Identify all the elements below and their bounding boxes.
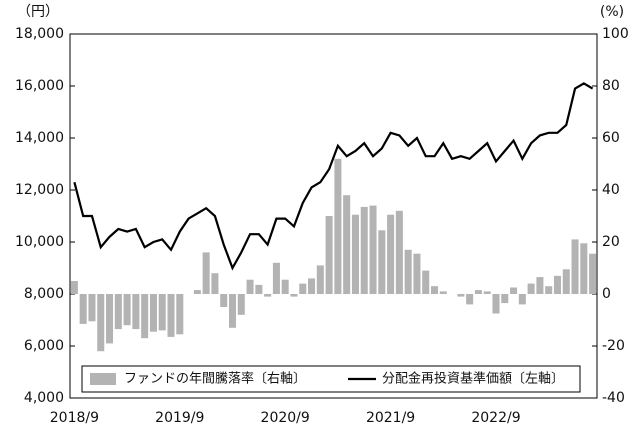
bar (70, 281, 78, 294)
bar (202, 252, 210, 294)
y-tick-label: 12,000 (15, 182, 64, 198)
bar (510, 287, 518, 294)
bar (167, 294, 175, 337)
bar (571, 239, 579, 294)
bar (132, 294, 140, 330)
legend-label: ファンドの年間騰落率〔右軸〕 (124, 371, 306, 387)
bar (308, 278, 316, 294)
bar (589, 253, 597, 294)
y-tick-label: 8,000 (24, 286, 64, 302)
legend-label: 分配金再投資基準価額〔左軸〕 (382, 371, 564, 387)
y-tick-label: 4,000 (24, 390, 64, 406)
bar (246, 279, 254, 294)
y-tick-label: 10,000 (15, 234, 64, 250)
bar (430, 286, 439, 294)
bar (79, 294, 87, 324)
bar (562, 269, 570, 294)
bar (378, 230, 386, 294)
y2-tick-label: 0 (602, 286, 611, 302)
legend-box (81, 365, 581, 393)
y2-axis-unit: (%) (600, 4, 624, 20)
x-tick-label: 2018/9 (50, 410, 99, 426)
y2-tick-label: 100 (602, 26, 629, 42)
y2-tick-label: 80 (602, 78, 620, 94)
bar (439, 291, 447, 294)
bar (316, 265, 324, 294)
y-tick-label: 6,000 (24, 338, 64, 354)
y-tick-label: 16,000 (15, 78, 64, 94)
bar (114, 294, 122, 330)
bar (281, 279, 289, 294)
bar (325, 216, 333, 294)
bar (141, 294, 149, 339)
bar (360, 206, 368, 294)
bar (123, 294, 131, 326)
bar (237, 294, 245, 315)
bar (211, 273, 219, 294)
bar (158, 294, 166, 331)
bar (404, 249, 412, 294)
bar (255, 284, 263, 294)
bar (483, 291, 491, 294)
bar (149, 294, 157, 332)
bar (228, 294, 237, 328)
bar (413, 253, 421, 294)
bar (501, 294, 509, 304)
bar (193, 290, 201, 294)
x-tick-label: 2019/9 (155, 410, 204, 426)
y2-tick-label: 40 (602, 182, 620, 198)
bar (299, 283, 307, 294)
bar (343, 195, 351, 294)
x-tick-label: 2022/9 (471, 410, 520, 426)
bar (466, 294, 474, 305)
bar (545, 286, 553, 294)
bar (580, 243, 588, 294)
bar (106, 294, 114, 344)
bar (88, 294, 96, 322)
bar (264, 294, 272, 297)
bar (334, 158, 342, 294)
y2-tick-label: 60 (602, 130, 620, 146)
plot-frame (69, 33, 598, 399)
y2-tick-label: -20 (602, 338, 625, 354)
y-tick-label: 14,000 (15, 130, 64, 146)
y-axis-unit: （円） (17, 4, 59, 20)
y2-tick-label: 20 (602, 234, 620, 250)
bar (395, 210, 403, 294)
bar (97, 294, 105, 352)
y-tick-label: 18,000 (15, 26, 64, 42)
bar (457, 294, 465, 297)
bar (474, 290, 482, 294)
bar (553, 275, 561, 294)
bar (536, 277, 544, 294)
bar (422, 270, 430, 294)
bar (492, 294, 500, 314)
bar (527, 283, 535, 294)
bar (290, 294, 298, 297)
y2-tick-label: -40 (602, 390, 625, 406)
legend-swatch (90, 373, 116, 385)
bar (272, 262, 280, 294)
bar (518, 294, 526, 305)
line (73, 82, 594, 271)
x-tick-label: 2021/9 (366, 410, 415, 426)
bar (351, 214, 359, 294)
bar (369, 205, 377, 294)
bar (220, 294, 228, 307)
bar (176, 294, 184, 335)
x-tick-label: 2020/9 (261, 410, 310, 426)
bar (387, 214, 395, 294)
